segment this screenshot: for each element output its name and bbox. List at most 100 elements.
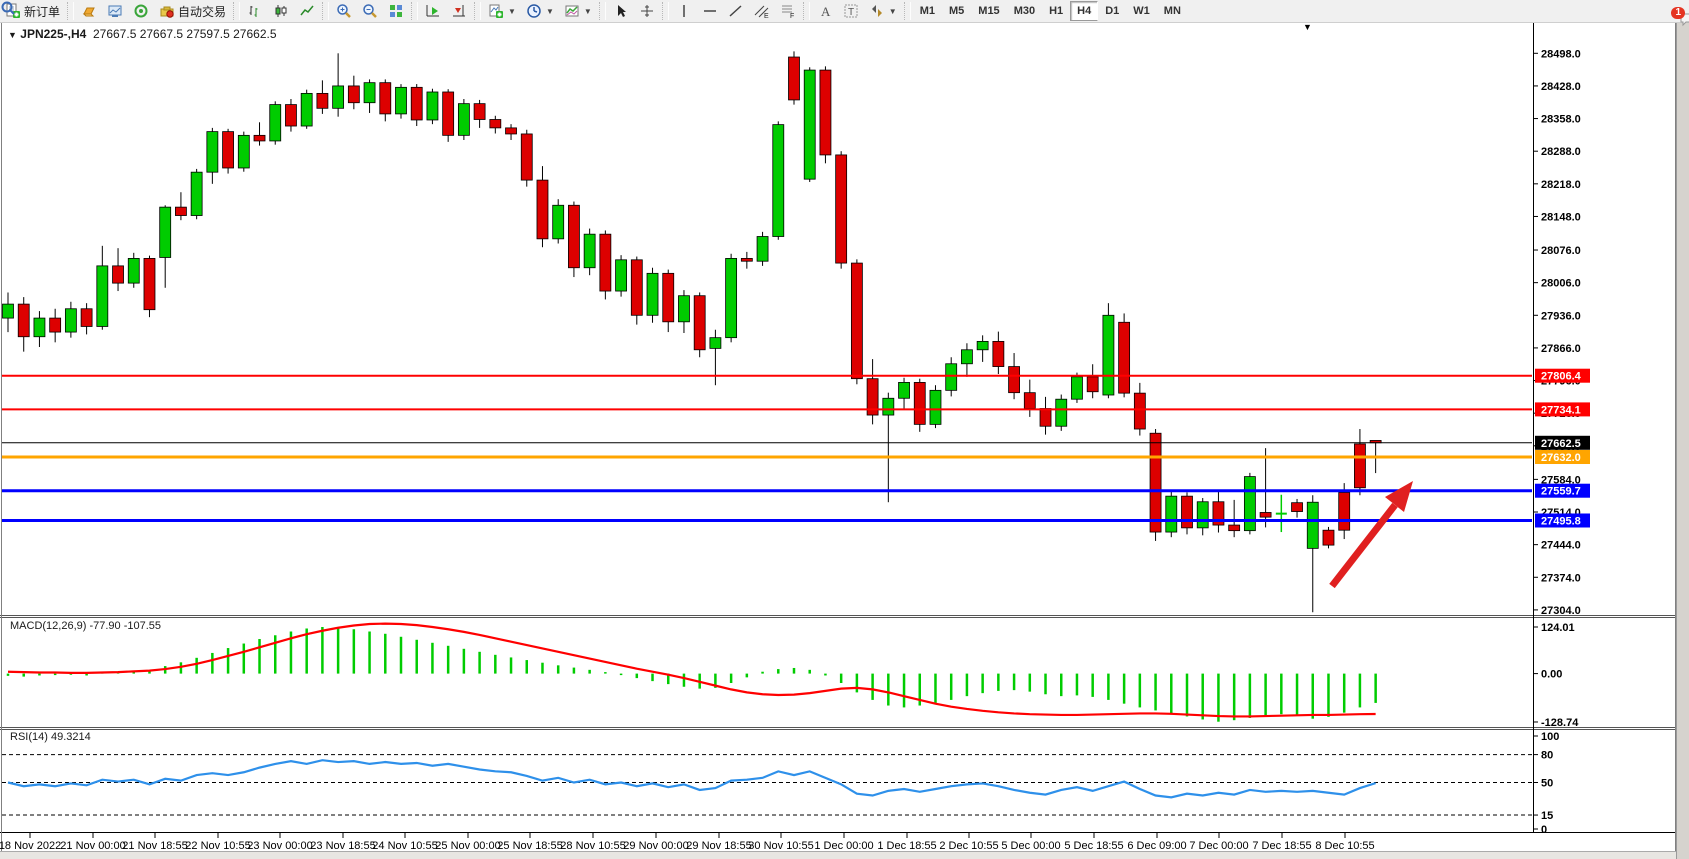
candle[interactable] xyxy=(945,363,958,391)
candle[interactable] xyxy=(662,272,675,323)
timeframe-h4-button[interactable]: H4 xyxy=(1070,1,1099,21)
candle[interactable] xyxy=(253,134,266,142)
candle[interactable] xyxy=(678,295,690,323)
candle[interactable] xyxy=(80,308,93,327)
chart-shift-button[interactable] xyxy=(446,0,472,22)
candle[interactable] xyxy=(505,127,517,135)
horizontal-line-button[interactable] xyxy=(697,0,723,22)
trendline-button[interactable] xyxy=(723,0,749,22)
candle[interactable] xyxy=(1086,376,1099,393)
candle[interactable] xyxy=(1196,501,1209,529)
candle[interactable] xyxy=(49,317,62,333)
candle[interactable] xyxy=(64,308,77,333)
candle[interactable] xyxy=(630,259,643,316)
candle[interactable] xyxy=(788,56,800,101)
chart-dropdown-icon[interactable]: ▼ xyxy=(8,30,17,40)
candle[interactable] xyxy=(363,82,376,104)
candle[interactable] xyxy=(269,104,282,142)
bar-chart-button[interactable] xyxy=(242,0,268,22)
candle[interactable] xyxy=(332,85,345,109)
candle[interactable] xyxy=(961,349,973,365)
candle[interactable] xyxy=(992,340,1005,367)
timeframe-mn-button[interactable]: MN xyxy=(1163,5,1181,17)
candle[interactable] xyxy=(17,303,30,338)
chevron-down-icon[interactable]: ▼ xyxy=(583,6,592,16)
candle[interactable] xyxy=(646,272,659,316)
candle[interactable] xyxy=(457,103,470,136)
fibonacci-button[interactable]: F xyxy=(775,0,801,22)
timeframe-m30-button[interactable]: M30 xyxy=(1013,5,1036,17)
candle[interactable] xyxy=(143,258,156,311)
candle[interactable] xyxy=(1354,443,1366,489)
timeframe-m5-button[interactable]: M5 xyxy=(949,5,965,17)
candle[interactable] xyxy=(615,259,627,292)
arrow-annotation[interactable] xyxy=(1329,481,1413,589)
candle[interactable] xyxy=(206,131,219,173)
chart-title[interactable]: ▼ JPN225-,H4 27667.5 27667.5 27597.5 276… xyxy=(8,27,277,41)
candle[interactable] xyxy=(410,86,423,121)
candle[interactable] xyxy=(1039,408,1052,427)
candle[interactable] xyxy=(1259,512,1272,518)
candle[interactable] xyxy=(1181,495,1193,529)
candle[interactable] xyxy=(1212,501,1225,526)
candle[interactable] xyxy=(819,69,832,156)
candle[interactable] xyxy=(850,262,863,380)
chevron-down-icon[interactable]: ▼ xyxy=(545,6,554,16)
candle[interactable] xyxy=(1338,492,1351,531)
channel-button[interactable]: E xyxy=(749,0,775,22)
candle[interactable] xyxy=(1322,529,1335,546)
timeframe-m1-button[interactable]: M1 xyxy=(919,5,935,17)
candle[interactable] xyxy=(473,103,486,120)
candle[interactable] xyxy=(913,382,926,425)
tile-windows-button[interactable] xyxy=(383,0,409,22)
candle-chart-button[interactable] xyxy=(268,0,294,22)
candle[interactable] xyxy=(33,317,46,338)
candle[interactable] xyxy=(285,104,297,127)
candle[interactable] xyxy=(929,389,942,425)
timeframe-d1-button[interactable]: D1 xyxy=(1105,5,1120,17)
candle[interactable] xyxy=(1243,476,1256,532)
candle[interactable] xyxy=(316,92,329,109)
market-button[interactable] xyxy=(76,0,102,22)
candle[interactable] xyxy=(709,337,722,349)
arrows-button[interactable]: ▼ xyxy=(864,0,902,22)
candle[interactable] xyxy=(835,154,848,264)
candle[interactable] xyxy=(2,303,14,319)
candle[interactable] xyxy=(222,131,234,169)
candle[interactable] xyxy=(1008,366,1020,394)
candle[interactable] xyxy=(1023,392,1036,409)
autotrading-button[interactable]: 自动交易 xyxy=(154,0,231,22)
timeframe-m15-button[interactable]: M15 xyxy=(978,5,1000,17)
candle[interactable] xyxy=(520,133,533,181)
candle[interactable] xyxy=(1071,376,1083,400)
signals-button[interactable] xyxy=(128,0,154,22)
text-label-button[interactable]: T xyxy=(838,0,864,22)
charts-button[interactable] xyxy=(102,0,128,22)
crosshair-button[interactable] xyxy=(634,0,660,22)
candle[interactable] xyxy=(237,134,250,169)
candle[interactable] xyxy=(175,206,187,216)
chevron-down-icon[interactable]: ▼ xyxy=(508,6,516,16)
candle[interactable] xyxy=(1306,501,1319,549)
chevron-down-icon[interactable]: ▼ xyxy=(888,6,897,16)
candle[interactable] xyxy=(1291,502,1303,512)
candle[interactable] xyxy=(725,258,738,339)
auto-scroll-button[interactable] xyxy=(420,0,446,22)
candle[interactable] xyxy=(426,91,439,121)
candle[interactable] xyxy=(489,119,502,129)
candle[interactable] xyxy=(300,92,313,127)
candle[interactable] xyxy=(740,258,753,262)
candle[interactable] xyxy=(159,206,172,258)
candle[interactable] xyxy=(756,236,769,262)
candle[interactable] xyxy=(1133,392,1146,430)
candle[interactable] xyxy=(1102,314,1115,396)
candle[interactable] xyxy=(599,233,612,292)
candle[interactable] xyxy=(803,69,816,180)
candle[interactable] xyxy=(976,340,989,351)
indicators-button[interactable]: ▼ xyxy=(483,0,521,22)
candle[interactable] xyxy=(96,265,109,327)
periods-button[interactable]: ▼ xyxy=(521,0,559,22)
price-axis[interactable]: 28498.0 28428.0 28358.0 28288.0 28218.0 28148… xyxy=(1533,48,1590,836)
